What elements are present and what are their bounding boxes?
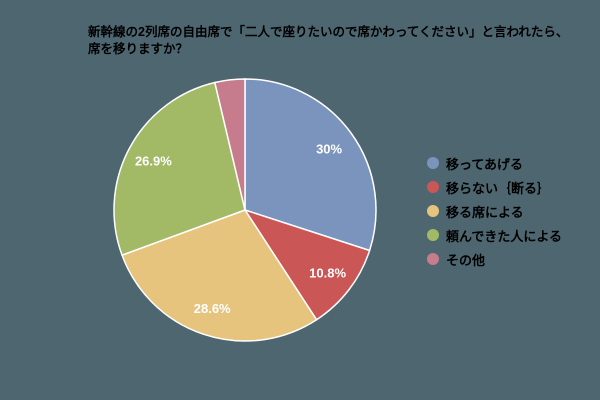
legend-swatch bbox=[427, 253, 439, 265]
pie-slice-4[interactable] bbox=[213, 78, 246, 211]
legend-item: 移る席による bbox=[427, 199, 562, 223]
pie-slice-label: 30% bbox=[316, 141, 342, 156]
legend-label: 移らない｛断る｝ bbox=[446, 180, 551, 196]
legend-swatch bbox=[427, 157, 439, 169]
legend-label: 移る席による bbox=[446, 204, 524, 220]
legend-item: 頼んできた人による bbox=[427, 223, 562, 247]
pie-slice-0[interactable] bbox=[244, 78, 377, 252]
legend-swatch bbox=[427, 181, 439, 193]
pie-slice-2[interactable] bbox=[121, 209, 318, 342]
legend-item: 移ってあげる bbox=[427, 151, 562, 175]
chart-title: 新幹線の2列席の自由席で「二人で座りたいので席かわってください」と言われたら、 … bbox=[88, 25, 569, 56]
pie-slice-1[interactable] bbox=[243, 208, 371, 321]
legend-item: その他 bbox=[427, 247, 562, 271]
legend-label: 移ってあげる bbox=[446, 156, 523, 172]
pie-slice-label: 26.9% bbox=[135, 153, 172, 168]
legend-item: 移らない｛断る｝ bbox=[427, 175, 562, 199]
pie-slice-label: 10.8% bbox=[309, 266, 346, 281]
legend-swatch bbox=[427, 229, 439, 241]
legend-swatch bbox=[427, 205, 439, 217]
legend-label: 頼んできた人による bbox=[446, 228, 562, 244]
pie-slice-label: 28.6% bbox=[194, 301, 231, 316]
legend-label: その他 bbox=[446, 252, 486, 268]
pie-slice-3[interactable] bbox=[113, 81, 246, 257]
legend: 移ってあげる 移らない｛断る｝ 移る席による 頼んできた人による その他 bbox=[427, 151, 562, 271]
